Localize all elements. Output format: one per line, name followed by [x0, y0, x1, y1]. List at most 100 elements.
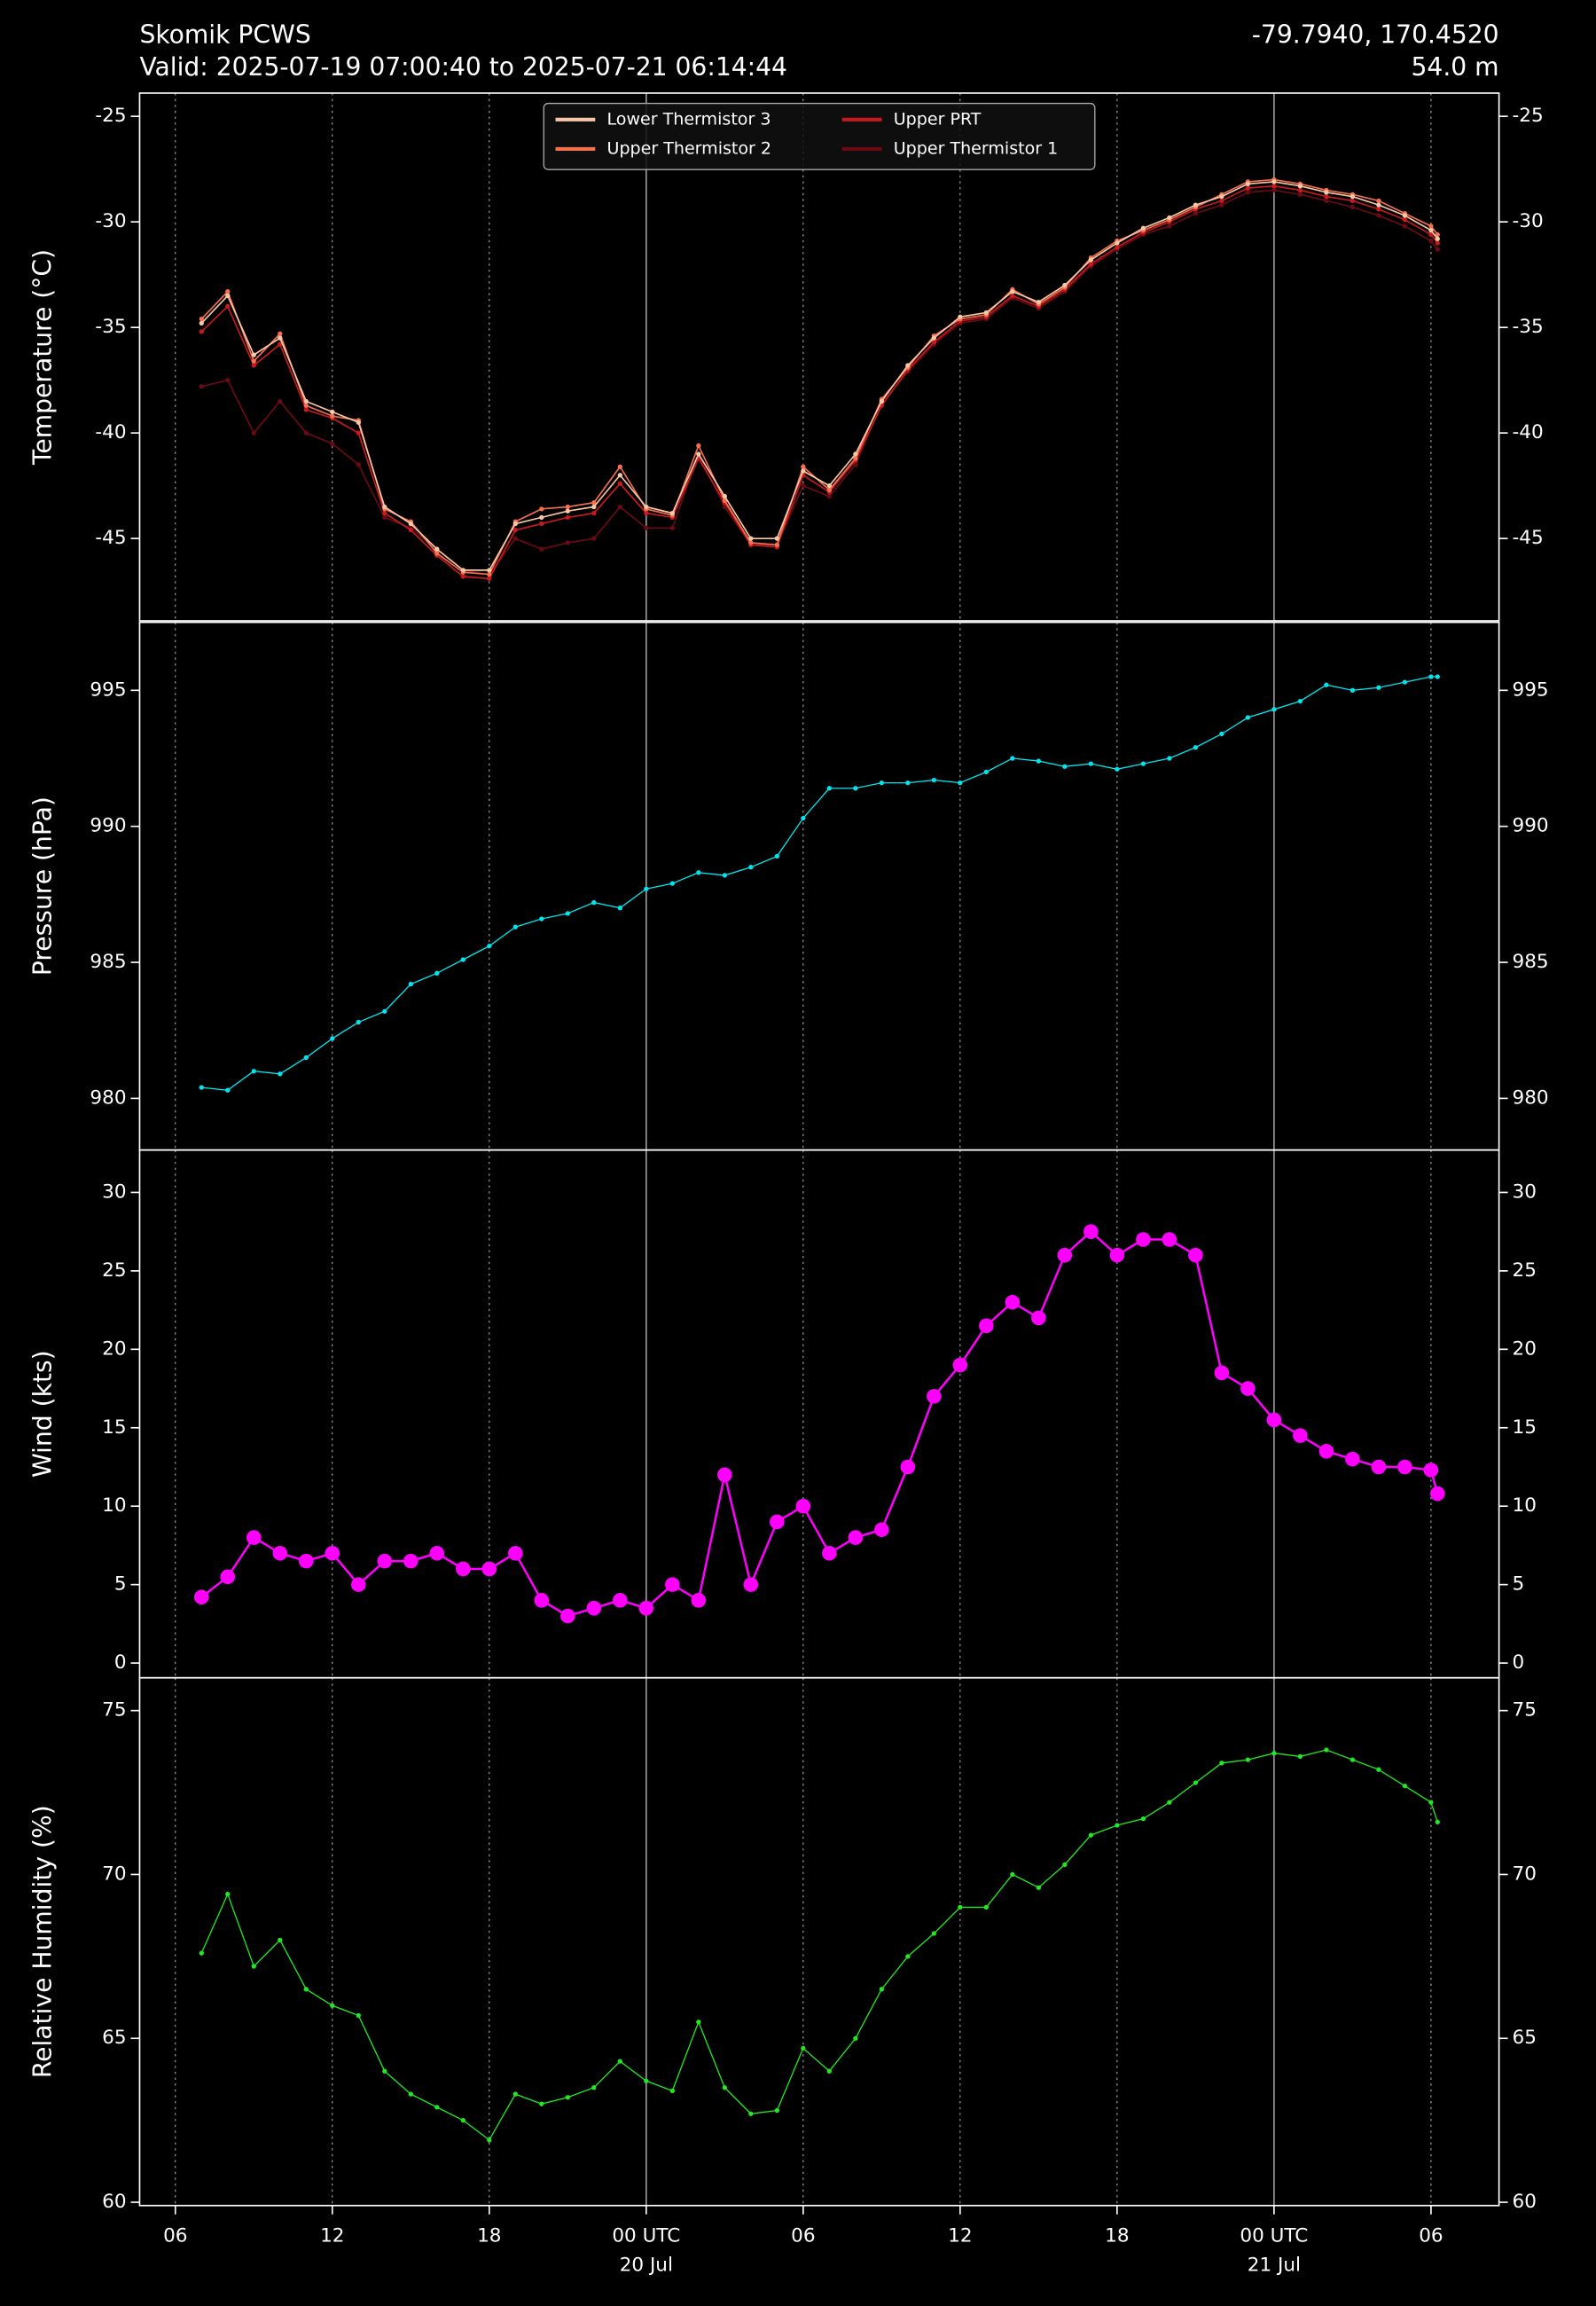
data-point: [1245, 181, 1251, 186]
data-point: [826, 483, 832, 489]
legend-label: Upper PRT: [894, 109, 982, 129]
data-point: [1435, 1819, 1440, 1824]
data-point: [403, 1553, 419, 1569]
data-point: [1010, 756, 1015, 761]
y-tick-label: 15: [1513, 1416, 1537, 1439]
data-point: [303, 398, 309, 404]
data-point: [382, 504, 387, 510]
data-point: [822, 1545, 837, 1561]
data-point: [539, 506, 544, 512]
data-point: [1271, 1751, 1277, 1756]
data-point: [1271, 184, 1277, 189]
data-point: [1350, 687, 1356, 693]
data-point: [801, 468, 806, 474]
x-tick-label: 00 UTC: [1240, 2225, 1308, 2247]
data-point: [1435, 247, 1440, 252]
data-point: [1435, 240, 1440, 246]
data-point: [1010, 1871, 1015, 1878]
data-point: [429, 1545, 445, 1561]
data-point: [669, 2088, 675, 2094]
data-point: [408, 521, 413, 527]
data-point: [1324, 193, 1329, 200]
data-point: [1428, 224, 1434, 229]
data-point: [199, 1950, 204, 1956]
data-point: [356, 2012, 361, 2019]
data-point: [770, 1514, 785, 1530]
data-point: [1193, 202, 1199, 208]
data-point: [382, 514, 387, 521]
data-point: [696, 2020, 701, 2025]
x-tick-label: 06: [1419, 2225, 1443, 2247]
data-point: [586, 1600, 602, 1616]
data-point: [251, 358, 256, 364]
data-point: [1376, 202, 1381, 208]
x-tick-label: 12: [948, 2225, 972, 2247]
data-point: [1271, 179, 1277, 184]
data-point: [278, 331, 283, 336]
y-tick-label: 65: [1513, 2027, 1537, 2049]
data-point: [565, 2095, 570, 2100]
data-point: [1010, 293, 1015, 299]
data-point: [1031, 1310, 1046, 1326]
data-point: [539, 2101, 544, 2106]
data-point: [1350, 193, 1356, 200]
data-point: [1140, 225, 1146, 231]
data-point: [1271, 707, 1277, 712]
data-point: [1245, 715, 1251, 720]
y-tick-label: 20: [102, 1337, 126, 1360]
data-point: [539, 514, 544, 521]
data-point: [508, 1545, 523, 1561]
data-point: [560, 1608, 575, 1624]
data-point: [1167, 215, 1172, 221]
data-point: [303, 1055, 309, 1061]
panel-frame: [138, 1676, 1500, 2207]
y-tick-label: 20: [1513, 1337, 1537, 1360]
data-point: [199, 320, 204, 326]
data-point: [1245, 1757, 1251, 1762]
station-title: Skomik PCWS: [139, 20, 310, 49]
data-point: [1376, 213, 1381, 218]
valid-range: Valid: 2025-07-19 07:00:40 to 2025-07-21…: [139, 52, 787, 82]
y-tick-label: 30: [102, 1180, 126, 1203]
data-point: [826, 493, 832, 499]
data-point: [665, 1577, 680, 1592]
data-point: [1167, 756, 1172, 761]
data-point: [1162, 1232, 1177, 1247]
data-point: [325, 1545, 340, 1561]
data-point: [748, 540, 754, 545]
data-point: [356, 1019, 361, 1025]
data-point: [408, 528, 413, 533]
x-tick-label: 18: [477, 2225, 501, 2247]
data-point: [1005, 1294, 1021, 1310]
data-point: [1428, 238, 1434, 244]
data-point: [1376, 198, 1381, 204]
data-point: [487, 943, 492, 949]
y-tick-label: -45: [1513, 527, 1544, 549]
data-point: [434, 551, 440, 556]
y-tick-label: -30: [1513, 210, 1544, 232]
data-point: [487, 571, 492, 577]
data-point: [1345, 1451, 1360, 1467]
data-point: [826, 786, 832, 791]
data-point: [826, 487, 832, 493]
y-tick-label: -45: [95, 527, 126, 549]
data-point: [225, 1087, 231, 1093]
y-tick-label: -25: [95, 105, 126, 127]
data-point: [1140, 1816, 1146, 1822]
y-axis-label: Temperature (°C): [28, 249, 58, 466]
y-tick-label: 70: [1513, 1863, 1537, 1885]
data-point: [983, 1904, 990, 1910]
data-point: [1318, 1444, 1334, 1459]
station-location: -79.7940, 170.4520: [1252, 20, 1499, 49]
data-point: [1084, 1224, 1099, 1239]
data-point: [1271, 187, 1277, 193]
data-point: [853, 451, 858, 457]
data-point: [487, 568, 492, 573]
data-point: [1062, 282, 1068, 288]
data-point: [1376, 1767, 1381, 1772]
data-point: [1088, 1832, 1094, 1838]
data-point: [617, 464, 622, 469]
data-point: [225, 1891, 231, 1897]
y-tick-label: 5: [1513, 1573, 1525, 1596]
data-point: [853, 456, 858, 461]
